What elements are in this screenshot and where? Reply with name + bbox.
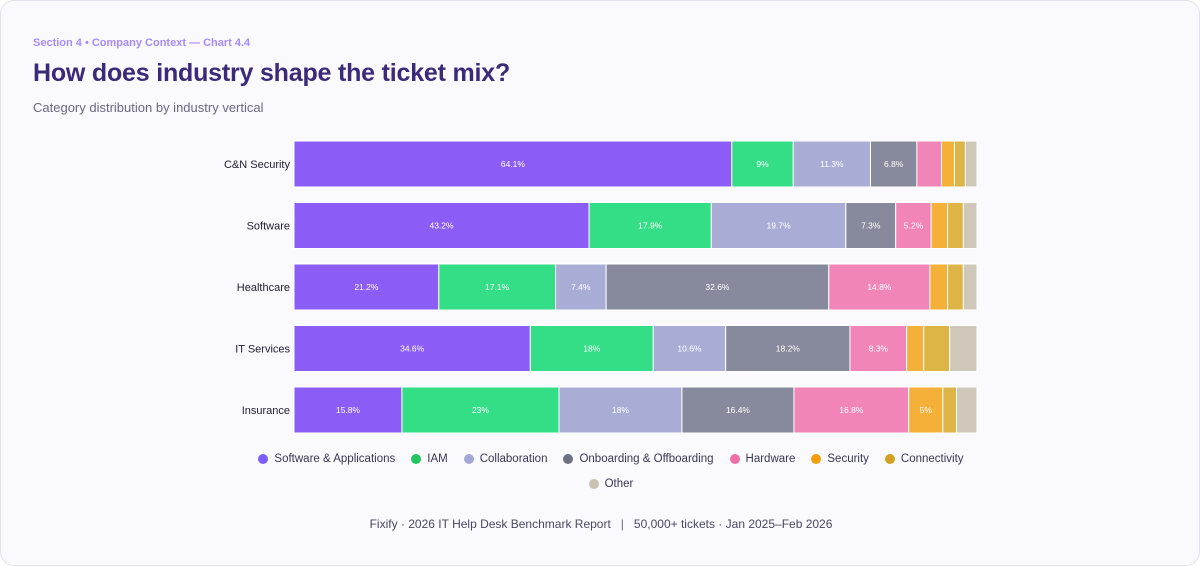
bar-segment[interactable] [953, 140, 966, 188]
legend-swatch [411, 453, 422, 464]
legend-swatch [729, 453, 740, 464]
legend-swatch [811, 453, 822, 464]
chart-subtitle: Category distribution by industry vertic… [33, 100, 264, 115]
bar-segment[interactable] [293, 386, 403, 434]
bar-segment[interactable] [947, 263, 964, 311]
report-footer: Fixify · 2026 IT Help Desk Benchmark Rep… [1, 517, 1199, 531]
category-label: C&N Security [224, 159, 291, 171]
data-label: 23% [472, 405, 489, 415]
legend-swatch [258, 453, 269, 464]
bar-segment[interactable] [401, 386, 560, 434]
bar-segment[interactable] [962, 263, 978, 311]
data-label: 10.6% [677, 344, 702, 354]
bar-segment[interactable] [916, 140, 942, 188]
bar-segment[interactable] [849, 325, 908, 372]
bar-segment[interactable] [964, 140, 978, 188]
bar-segment[interactable] [293, 202, 590, 249]
legend-item: Onboarding & Offboarding [563, 451, 714, 466]
legend-swatch [463, 453, 474, 464]
legend-label: Other [604, 477, 634, 490]
legend-label: Security [827, 452, 869, 465]
data-label: 9% [756, 159, 769, 169]
data-label: 15.8% [336, 405, 361, 415]
data-label: 17.9% [638, 221, 663, 231]
footer-sample: 50,000+ tickets · Jan 2025–Feb 2026 [633, 517, 833, 531]
data-label: 5% [920, 405, 933, 415]
chart-legend: Software & Applications IAM Collaboration O… [241, 451, 981, 491]
legend-item: Other [588, 476, 634, 491]
bar-segment[interactable] [869, 140, 918, 188]
legend-item: Connectivity [884, 451, 964, 466]
footer-separator: | [620, 517, 624, 531]
data-label: 21.2% [354, 282, 379, 292]
bar-segment[interactable] [930, 202, 949, 249]
data-label: 5.2% [904, 221, 924, 231]
data-label: 34.6% [400, 344, 425, 354]
bar-segment[interactable] [828, 263, 931, 311]
bar-segment[interactable] [906, 325, 925, 372]
legend-swatch [884, 453, 895, 464]
category-label: Healthcare [237, 282, 290, 294]
data-label: 7.3% [861, 221, 881, 231]
bar-segment[interactable] [949, 325, 978, 372]
bar-segment[interactable] [731, 140, 794, 188]
data-label: 14.8% [867, 282, 892, 292]
bar-segment[interactable] [293, 263, 440, 311]
legend-label: Collaboration [479, 452, 548, 465]
legend-item: IAM [411, 451, 448, 466]
legend-label: Software & Applications [274, 452, 396, 465]
data-label: 64.1% [501, 159, 526, 169]
data-label: 18% [583, 344, 600, 354]
legend-item: Collaboration [463, 451, 548, 466]
bar-segment[interactable] [588, 202, 712, 249]
bar-segment[interactable] [652, 325, 727, 372]
data-label: 11.3% [820, 159, 844, 169]
data-label: 16.4% [726, 405, 751, 415]
data-label: 7.4% [571, 282, 591, 292]
bar-segment[interactable] [929, 263, 949, 311]
data-label: 43.2% [429, 221, 454, 231]
legend-item: Software & Applications [258, 451, 395, 466]
data-label: 19.7% [767, 221, 792, 231]
legend-label: Connectivity [900, 452, 964, 465]
legend-swatch [563, 453, 574, 464]
legend-item: Security [811, 451, 869, 466]
category-label: Software [247, 221, 290, 233]
bar-segment[interactable] [293, 325, 531, 372]
bar-segment[interactable] [681, 386, 795, 434]
legend-label: Hardware [745, 452, 796, 465]
legend-item: Hardware [729, 451, 796, 466]
footer-source: Fixify · 2026 IT Help Desk Benchmark Rep… [369, 517, 611, 531]
chart-title: How does industry shape the ticket mix? [33, 59, 511, 87]
bar-segment[interactable] [940, 140, 955, 188]
bar-segment[interactable] [725, 325, 851, 372]
bar-segment[interactable] [947, 202, 964, 249]
bar-segment[interactable] [710, 202, 847, 249]
data-label: 8.3% [869, 344, 889, 354]
legend-label: Onboarding & Offboarding [579, 452, 714, 465]
section-eyebrow: Section 4 • Company Context — Chart 4.4 [33, 37, 251, 49]
data-label: 32.6% [705, 282, 730, 292]
data-label: 16.8% [839, 405, 864, 415]
legend-swatch [588, 478, 599, 489]
data-label: 18.2% [776, 344, 801, 354]
bar-segment[interactable] [942, 386, 958, 434]
bar-segment[interactable] [956, 386, 978, 434]
legend-label: IAM [427, 452, 448, 465]
bar-segment[interactable] [923, 325, 951, 372]
data-label: 6.8% [884, 159, 904, 169]
category-label: Insurance [242, 405, 290, 417]
data-label: 17.1% [485, 282, 510, 292]
bar-segment[interactable] [962, 202, 978, 249]
data-label: 18% [612, 405, 629, 415]
bar-segment[interactable] [845, 202, 897, 249]
category-label: IT Services [235, 344, 290, 356]
